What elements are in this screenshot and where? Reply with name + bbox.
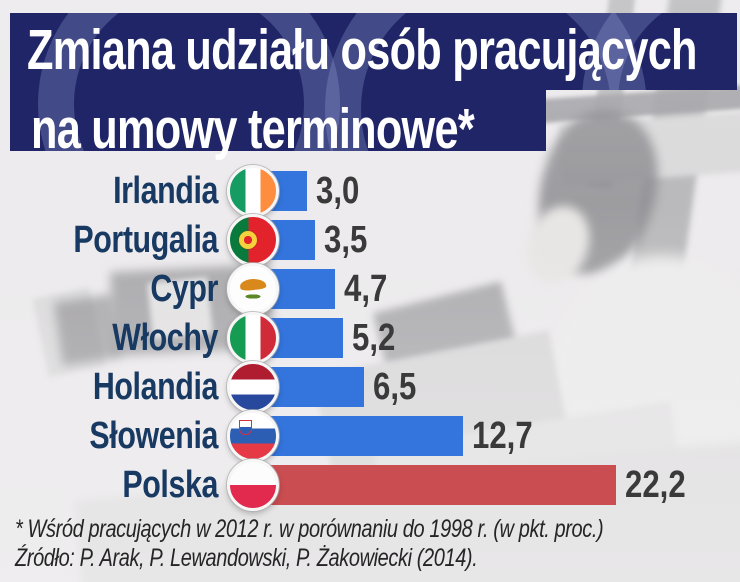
chart-row: Polska 22,2: [0, 459, 740, 511]
country-label: Słowenia: [89, 415, 218, 457]
value-label: 12,7: [472, 415, 533, 457]
chart-row: Włochy 5,2: [0, 312, 740, 364]
title-decor-ring: [325, 90, 546, 151]
flag-icon-portugal: [227, 214, 279, 266]
source-text: Źródło: P. Arak, P. Lewandowski, P. Żako…: [15, 544, 478, 572]
country-label: Holandia: [92, 366, 219, 408]
country-label: Polska: [122, 464, 218, 506]
flag-icon-netherlands: [227, 361, 279, 413]
title-banner-line2: [10, 90, 546, 151]
value-label: 3,5: [324, 219, 368, 261]
flag-icon-slovenia: [227, 410, 279, 462]
chart-row: Holandia 6,5: [0, 361, 740, 413]
flag-icon-italy: [227, 312, 279, 364]
country-label: Portugalia: [73, 219, 218, 261]
chart-row: Portugalia 3,5: [0, 214, 740, 266]
bar-chart: Irlandia 3,0 Portugalia 3,5 Cypr 4,7 Włochy 5,2…: [0, 165, 740, 515]
country-label: Irlandia: [113, 170, 218, 212]
page-title-line2: na umowy terminowe*: [31, 97, 475, 161]
bar: [259, 465, 616, 505]
value-label: 6,5: [373, 366, 417, 408]
chart-row: Słowenia 12,7: [0, 410, 740, 462]
value-label: 4,7: [344, 268, 388, 310]
chart-row: Cypr 4,7: [0, 263, 740, 315]
flag-icon-cyprus: [227, 263, 279, 315]
title-banner-line1: [10, 13, 737, 90]
value-label: 22,2: [625, 464, 686, 506]
flag-icon-poland: [227, 459, 279, 511]
flag-icon-ireland: [227, 165, 279, 217]
page-title-line1: Zmiana udziału osób pracujących: [27, 18, 697, 82]
footnote-text: * Wśród pracujących w 2012 r. w porównan…: [15, 515, 604, 543]
country-label: Włochy: [112, 317, 218, 359]
value-label: 5,2: [352, 317, 396, 359]
bar: [259, 416, 463, 456]
chart-row: Irlandia 3,0: [0, 165, 740, 217]
footnote-block: * Wśród pracujących w 2012 r. w porównan…: [15, 515, 604, 573]
country-label: Cypr: [150, 268, 218, 310]
value-label: 3,0: [316, 170, 360, 212]
